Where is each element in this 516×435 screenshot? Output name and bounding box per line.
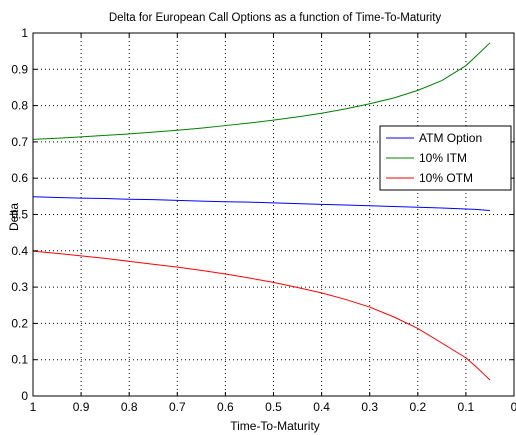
legend-label: 10% OTM bbox=[419, 171, 473, 185]
y-tick-label: 0 bbox=[21, 389, 28, 403]
y-tick-label: 1 bbox=[21, 26, 28, 40]
y-tick-label: 0.7 bbox=[11, 135, 28, 149]
x-tick-label: 0.8 bbox=[121, 400, 138, 414]
y-tick-label: 0.9 bbox=[11, 62, 28, 76]
x-tick-label: 0.9 bbox=[73, 400, 90, 414]
chart-title: Delta for European Call Options as a fun… bbox=[109, 12, 442, 24]
y-tick-label: 0.1 bbox=[11, 353, 28, 367]
y-tick-label: 0.6 bbox=[11, 171, 28, 185]
legend-label: ATM Option bbox=[419, 131, 482, 145]
y-axis-title: Delta bbox=[7, 203, 21, 231]
y-tick-label: 0.3 bbox=[11, 280, 28, 294]
x-tick-label: 0.4 bbox=[313, 400, 330, 414]
x-tick-label: 0.7 bbox=[169, 400, 186, 414]
y-tick-label: 0.5 bbox=[11, 208, 28, 222]
x-axis-title: Time-To-Maturity bbox=[230, 419, 320, 433]
legend-label: 10% ITM bbox=[419, 151, 467, 165]
x-tick-label: 0.6 bbox=[217, 400, 234, 414]
y-tick-label: 0.2 bbox=[11, 316, 28, 330]
x-tick-label: 1 bbox=[30, 400, 37, 414]
plot-area: 1 0.9 0.8 0.7 0.6 0.5 0.4 0.3 0.2 0.1 0 0 0.1 0.2 0.3 0… bbox=[11, 26, 516, 414]
legend: ATM Option 10% ITM 10% OTM bbox=[379, 125, 512, 191]
series-line bbox=[32, 250, 491, 381]
series-line bbox=[32, 196, 490, 212]
x-tick-label: 0.2 bbox=[409, 400, 426, 414]
y-tick-label: 0.8 bbox=[11, 99, 28, 113]
x-tick-label: 0.5 bbox=[265, 400, 282, 414]
x-tick-label: 0.1 bbox=[458, 400, 475, 414]
series-line bbox=[32, 42, 491, 140]
x-tick-label: 0 bbox=[511, 400, 516, 414]
y-tick-label: 0.4 bbox=[11, 244, 28, 258]
x-tick-label: 0.3 bbox=[361, 400, 378, 414]
